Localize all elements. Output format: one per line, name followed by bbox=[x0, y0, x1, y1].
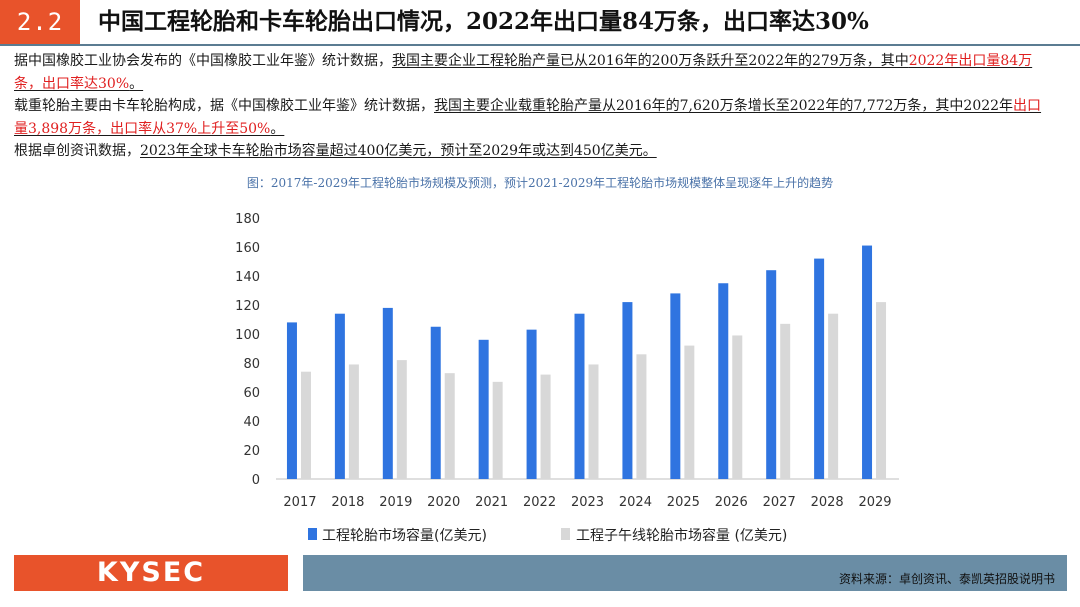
x-tick-label: 2017 bbox=[283, 495, 316, 510]
p1-end: 。 bbox=[129, 75, 144, 92]
x-tick-label: 2022 bbox=[523, 495, 556, 510]
x-tick-label: 2018 bbox=[331, 495, 364, 510]
bar-series-1 bbox=[574, 313, 585, 479]
y-tick-label: 160 bbox=[235, 241, 260, 256]
p1-intro: 据中国橡胶工业协会发布的《中国橡胶工业年鉴》统计数据， bbox=[14, 53, 392, 69]
x-tick-label: 2029 bbox=[858, 495, 891, 510]
y-tick-label: 100 bbox=[235, 328, 260, 343]
x-tick-label: 2021 bbox=[475, 495, 508, 510]
paragraph-engineering-tire: 据中国橡胶工业协会发布的《中国橡胶工业年鉴》统计数据，我国主要企业工程轮胎产量已… bbox=[14, 50, 1044, 95]
y-tick-label: 40 bbox=[243, 415, 260, 430]
p2-intro: 载重轮胎主要由卡车轮胎构成，据《中国橡胶工业年鉴》统计数据， bbox=[14, 98, 434, 115]
y-tick-label: 80 bbox=[243, 357, 260, 372]
legend: 工程轮胎市场容量(亿美元) 工程子午线轮胎市场容量 (亿美元) bbox=[308, 527, 787, 544]
paragraph-truck-tire: 载重轮胎主要由卡车轮胎构成，据《中国橡胶工业年鉴》统计数据，我国主要企业载重轮胎… bbox=[14, 95, 1044, 140]
bar-series-1 bbox=[766, 270, 777, 479]
bar-series-2 bbox=[732, 335, 743, 479]
bar-chart: 0 20 40 60 80 100 120 140 160 180 2017 2018 2019 202… bbox=[235, 212, 899, 544]
y-tick-label: 0 bbox=[252, 473, 260, 488]
legend-swatch bbox=[561, 528, 570, 540]
bar-series-1 bbox=[814, 258, 825, 479]
bar-series-1 bbox=[622, 302, 633, 479]
p3-market-size: 2023年全球卡车轮胎市场容量超过400亿美元，预计至2029年或达到450亿美… bbox=[140, 143, 657, 160]
p1-underlined: 我国主要企业工程轮胎产量已从2016年的200万条跃升至2022年的279万条，… bbox=[14, 53, 1032, 92]
y-tick-label: 140 bbox=[235, 270, 260, 285]
p3-intro: 根据卓创资讯数据， bbox=[14, 143, 140, 160]
bar-series-2 bbox=[876, 302, 887, 479]
body-text: 据中国橡胶工业协会发布的《中国橡胶工业年鉴》统计数据，我国主要企业工程轮胎产量已… bbox=[14, 50, 1044, 163]
bar-series-2 bbox=[300, 371, 311, 479]
bar-series-1 bbox=[334, 313, 345, 479]
p2-export-highlight: 出口量3,898万条，出口率从37%上升至50% bbox=[14, 98, 1042, 137]
p2-end: 。 bbox=[270, 120, 285, 137]
bar-series-1 bbox=[286, 322, 297, 479]
y-tick-label: 120 bbox=[235, 299, 260, 314]
p1-export-highlight: 2022年出口量84万条，出口率达30% bbox=[14, 53, 1033, 92]
bars bbox=[286, 245, 887, 479]
x-axis: 2017 2018 2019 2020 2021 2022 2023 2024 2025 2026… bbox=[283, 495, 891, 510]
x-tick-label: 2023 bbox=[571, 495, 604, 510]
kysec-logo: KYSEC bbox=[14, 555, 288, 591]
x-tick-label: 2020 bbox=[427, 495, 460, 510]
legend-swatch bbox=[308, 528, 317, 540]
x-tick-label: 2028 bbox=[811, 495, 844, 510]
x-tick-label: 2019 bbox=[379, 495, 412, 510]
bar-series-2 bbox=[492, 381, 503, 479]
y-tick-label: 60 bbox=[243, 386, 260, 401]
bar-series-2 bbox=[444, 373, 455, 479]
y-tick-label: 180 bbox=[235, 212, 260, 227]
x-tick-label: 2026 bbox=[715, 495, 748, 510]
x-tick-label: 2024 bbox=[619, 495, 652, 510]
source-note: 资料来源：卓创资讯、泰凯英招股说明书 bbox=[838, 572, 1055, 586]
p2-underlined: 我国主要企业载重轮胎产量从2016年的7,620万条增长至2022年的7,772… bbox=[14, 98, 1041, 137]
bar-series-2 bbox=[540, 374, 551, 479]
footer-bar: 资料来源：卓创资讯、泰凯英招股说明书 bbox=[303, 555, 1067, 591]
bar-series-1 bbox=[862, 245, 873, 479]
paragraph-market: 根据卓创资讯数据，2023年全球卡车轮胎市场容量超过400亿美元，预计至2029… bbox=[14, 140, 1044, 163]
p1-production: 我国主要企业工程轮胎产量已从2016年的200万条跃升至2022年的279万条，… bbox=[392, 53, 909, 69]
x-tick-label: 2025 bbox=[667, 495, 700, 510]
x-tick-label: 2027 bbox=[763, 495, 796, 510]
bar-series-1 bbox=[478, 339, 489, 479]
legend-label: 工程轮胎市场容量(亿美元) bbox=[322, 527, 487, 544]
slide-title: 中国工程轮胎和卡车轮胎出口情况，2022年出口量84万条，出口率达30% bbox=[98, 8, 869, 35]
bar-series-1 bbox=[430, 326, 441, 479]
bar-series-2 bbox=[396, 360, 407, 479]
legend-label: 工程子午线轮胎市场容量 (亿美元) bbox=[576, 527, 787, 544]
bar-series-2 bbox=[780, 323, 791, 479]
slide-header: 2.2 中国工程轮胎和卡车轮胎出口情况，2022年出口量84万条，出口率达30% bbox=[0, 0, 1080, 44]
bar-series-2 bbox=[684, 345, 695, 479]
bar-series-2 bbox=[348, 364, 359, 479]
p2-production: 我国主要企业载重轮胎产量从2016年的7,620万条增长至2022年的7,772… bbox=[434, 98, 1014, 115]
chart-caption: 图：2017年-2029年工程轮胎市场规模及预测，预计2021-2029年工程轮… bbox=[246, 176, 834, 190]
bar-series-2 bbox=[828, 313, 839, 479]
header-rule bbox=[0, 44, 1080, 46]
section-number: 2.2 bbox=[0, 0, 80, 44]
bar-series-1 bbox=[718, 283, 729, 479]
bar-series-1 bbox=[670, 293, 681, 479]
bar-series-2 bbox=[636, 354, 647, 479]
y-axis: 0 20 40 60 80 100 120 140 160 180 bbox=[235, 212, 260, 488]
bar-series-2 bbox=[588, 364, 599, 479]
bar-series-1 bbox=[382, 307, 393, 479]
y-tick-label: 20 bbox=[243, 444, 260, 459]
bar-series-1 bbox=[526, 329, 537, 479]
